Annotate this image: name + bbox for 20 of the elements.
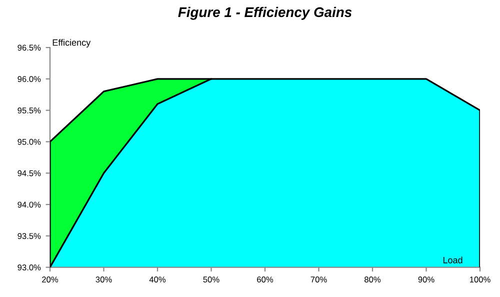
x-tick-label: 70% [310, 276, 327, 282]
x-tick-label: 40% [149, 276, 166, 282]
y-tick-label: 96.5% [18, 44, 41, 51]
x-tick-label: 80% [364, 276, 381, 282]
y-tick-label: 96.0% [18, 76, 41, 82]
x-tick-label: 20% [42, 276, 58, 282]
x-tick-label: 60% [257, 276, 274, 282]
x-tick-label: 50% [203, 276, 220, 282]
y-tick-label: 94.5% [18, 170, 41, 176]
x-axis-title: Load [443, 256, 462, 264]
x-tick-label: 30% [96, 276, 112, 282]
x-tick-label: 90% [418, 276, 434, 282]
y-tick-label: 95.5% [18, 108, 41, 114]
y-tick-label: 93.0% [18, 264, 41, 270]
chart-title: Figure 1 - Efficiency Gains [178, 6, 352, 20]
y-tick-label: 94.0% [18, 202, 41, 208]
y-axis-title: Efficiency [52, 39, 91, 48]
x-tick-label: 100% [470, 276, 490, 282]
y-tick-label: 95.0% [18, 138, 41, 145]
y-tick-label: 93.5% [18, 233, 41, 240]
